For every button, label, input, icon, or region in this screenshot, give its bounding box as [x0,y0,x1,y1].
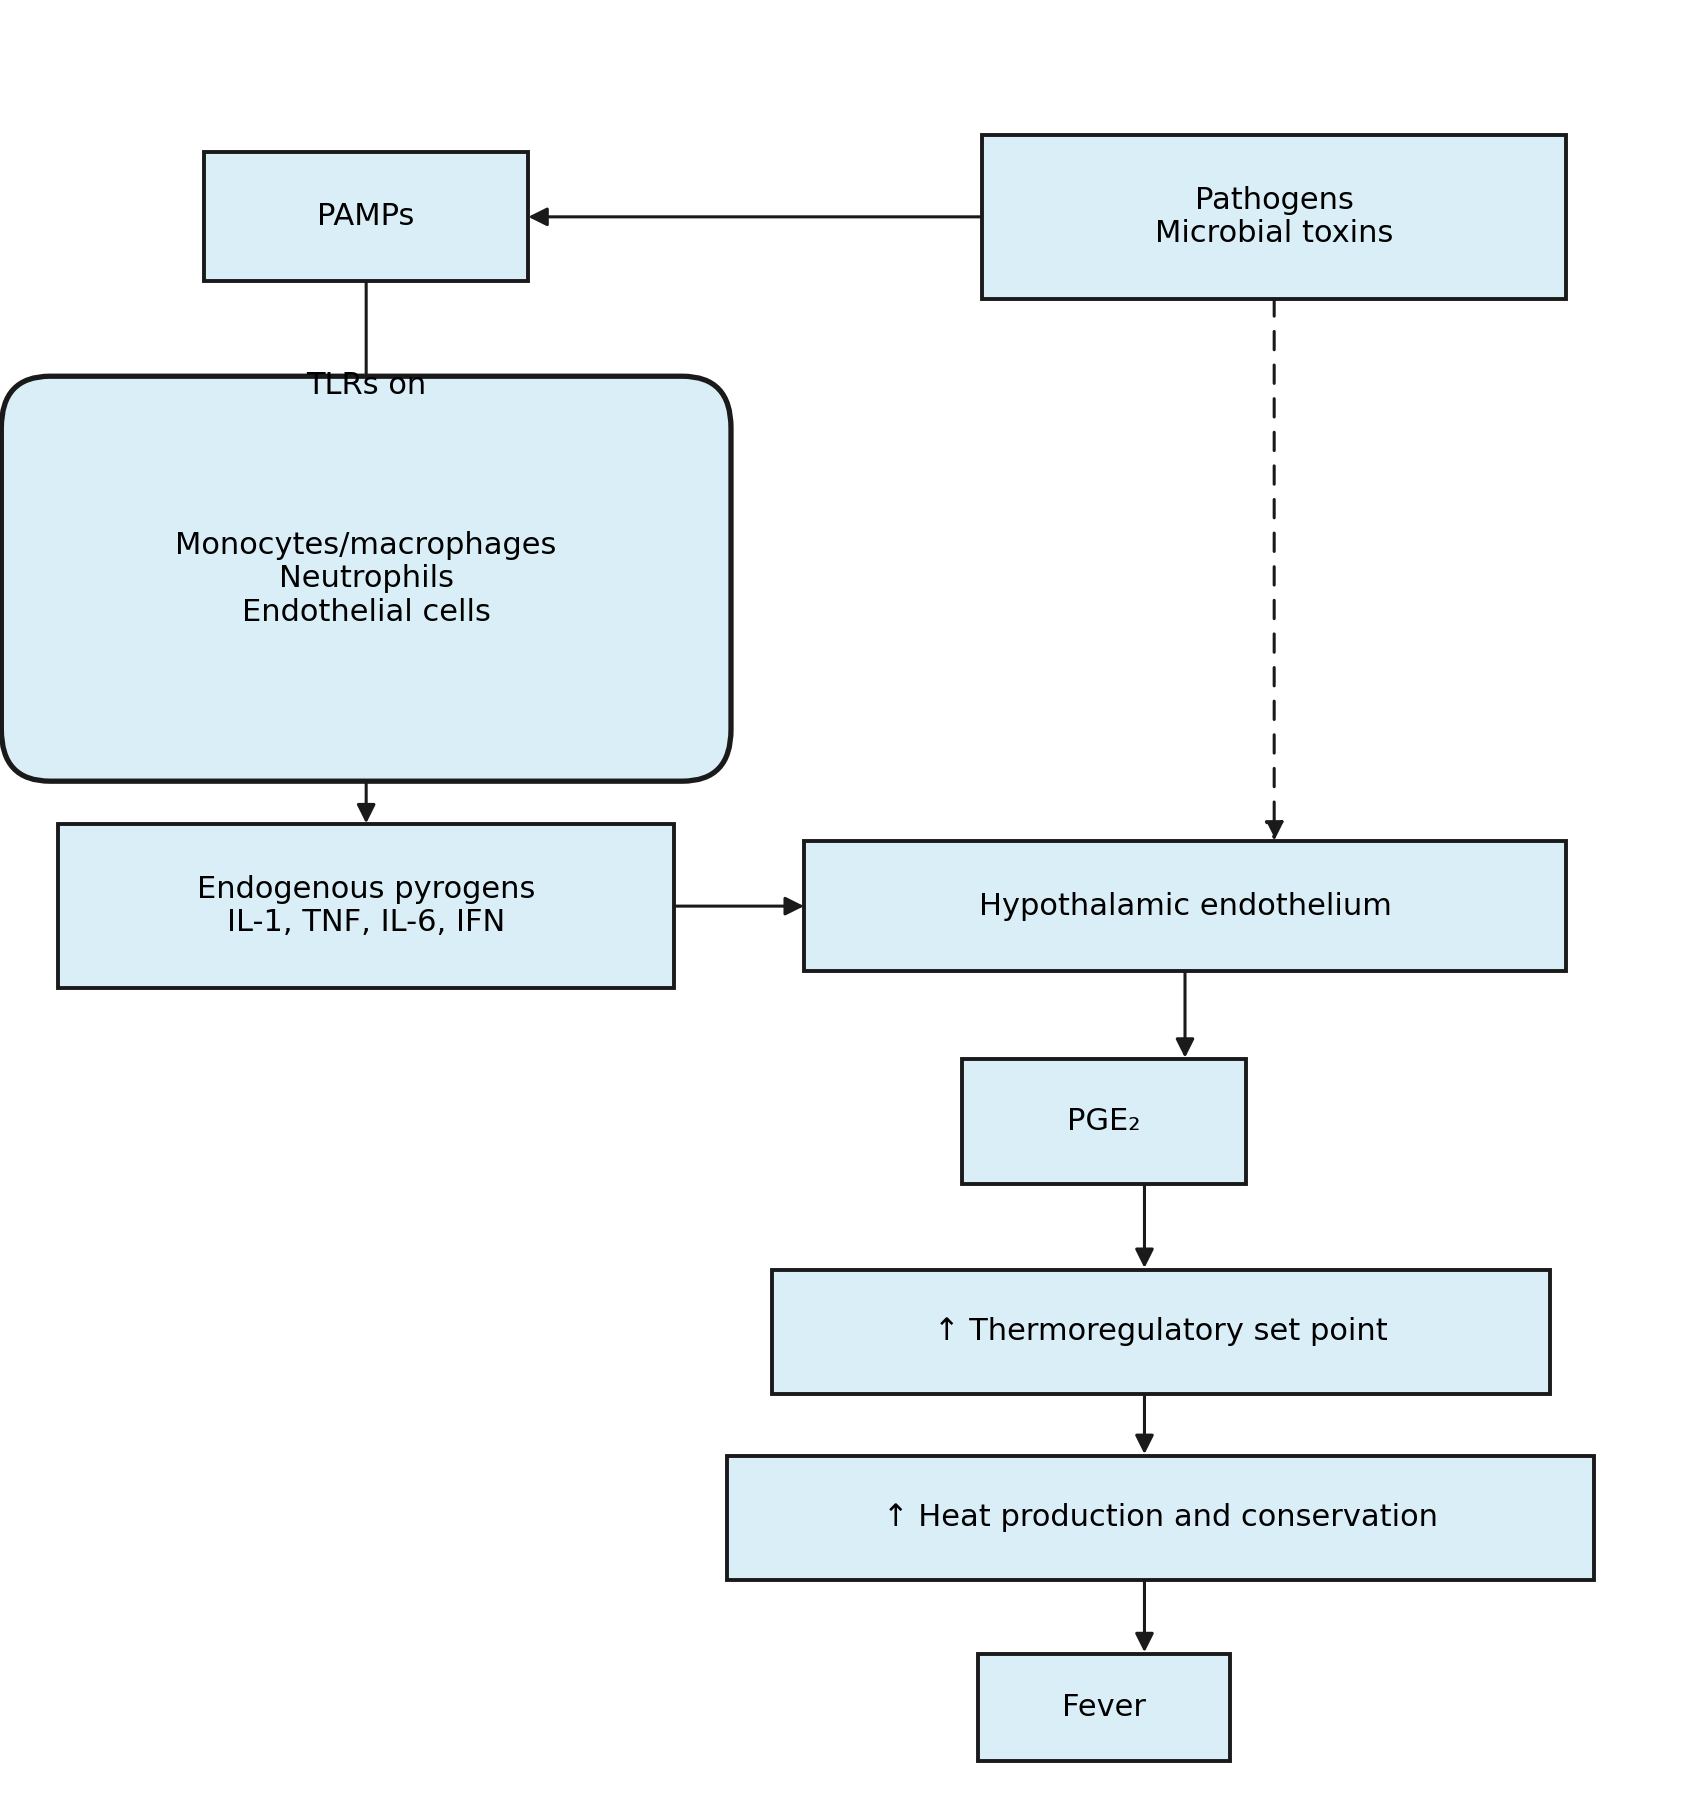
FancyBboxPatch shape [726,1456,1594,1580]
FancyBboxPatch shape [804,842,1566,971]
Text: Endogenous pyrogens
IL-1, TNF, IL-6, IFN: Endogenous pyrogens IL-1, TNF, IL-6, IFN [198,874,535,937]
Text: Pathogens
Microbial toxins: Pathogens Microbial toxins [1155,185,1393,248]
Text: ↑ Heat production and conservation: ↑ Heat production and conservation [883,1504,1437,1533]
Text: TLRs on: TLRs on [306,372,426,400]
FancyBboxPatch shape [963,1059,1246,1183]
FancyBboxPatch shape [57,824,674,987]
FancyBboxPatch shape [2,377,731,781]
FancyBboxPatch shape [978,1653,1230,1761]
Text: Fever: Fever [1062,1693,1145,1721]
Text: Monocytes/macrophages
Neutrophils
Endothelial cells: Monocytes/macrophages Neutrophils Endoth… [176,531,557,626]
FancyBboxPatch shape [204,153,529,282]
Text: ↑ Thermoregulatory set point: ↑ Thermoregulatory set point [934,1318,1388,1346]
FancyBboxPatch shape [983,135,1566,298]
FancyBboxPatch shape [772,1269,1551,1393]
Text: PGE₂: PGE₂ [1067,1108,1140,1136]
Text: Hypothalamic endothelium: Hypothalamic endothelium [978,892,1392,921]
Text: PAMPs: PAMPs [318,203,415,232]
